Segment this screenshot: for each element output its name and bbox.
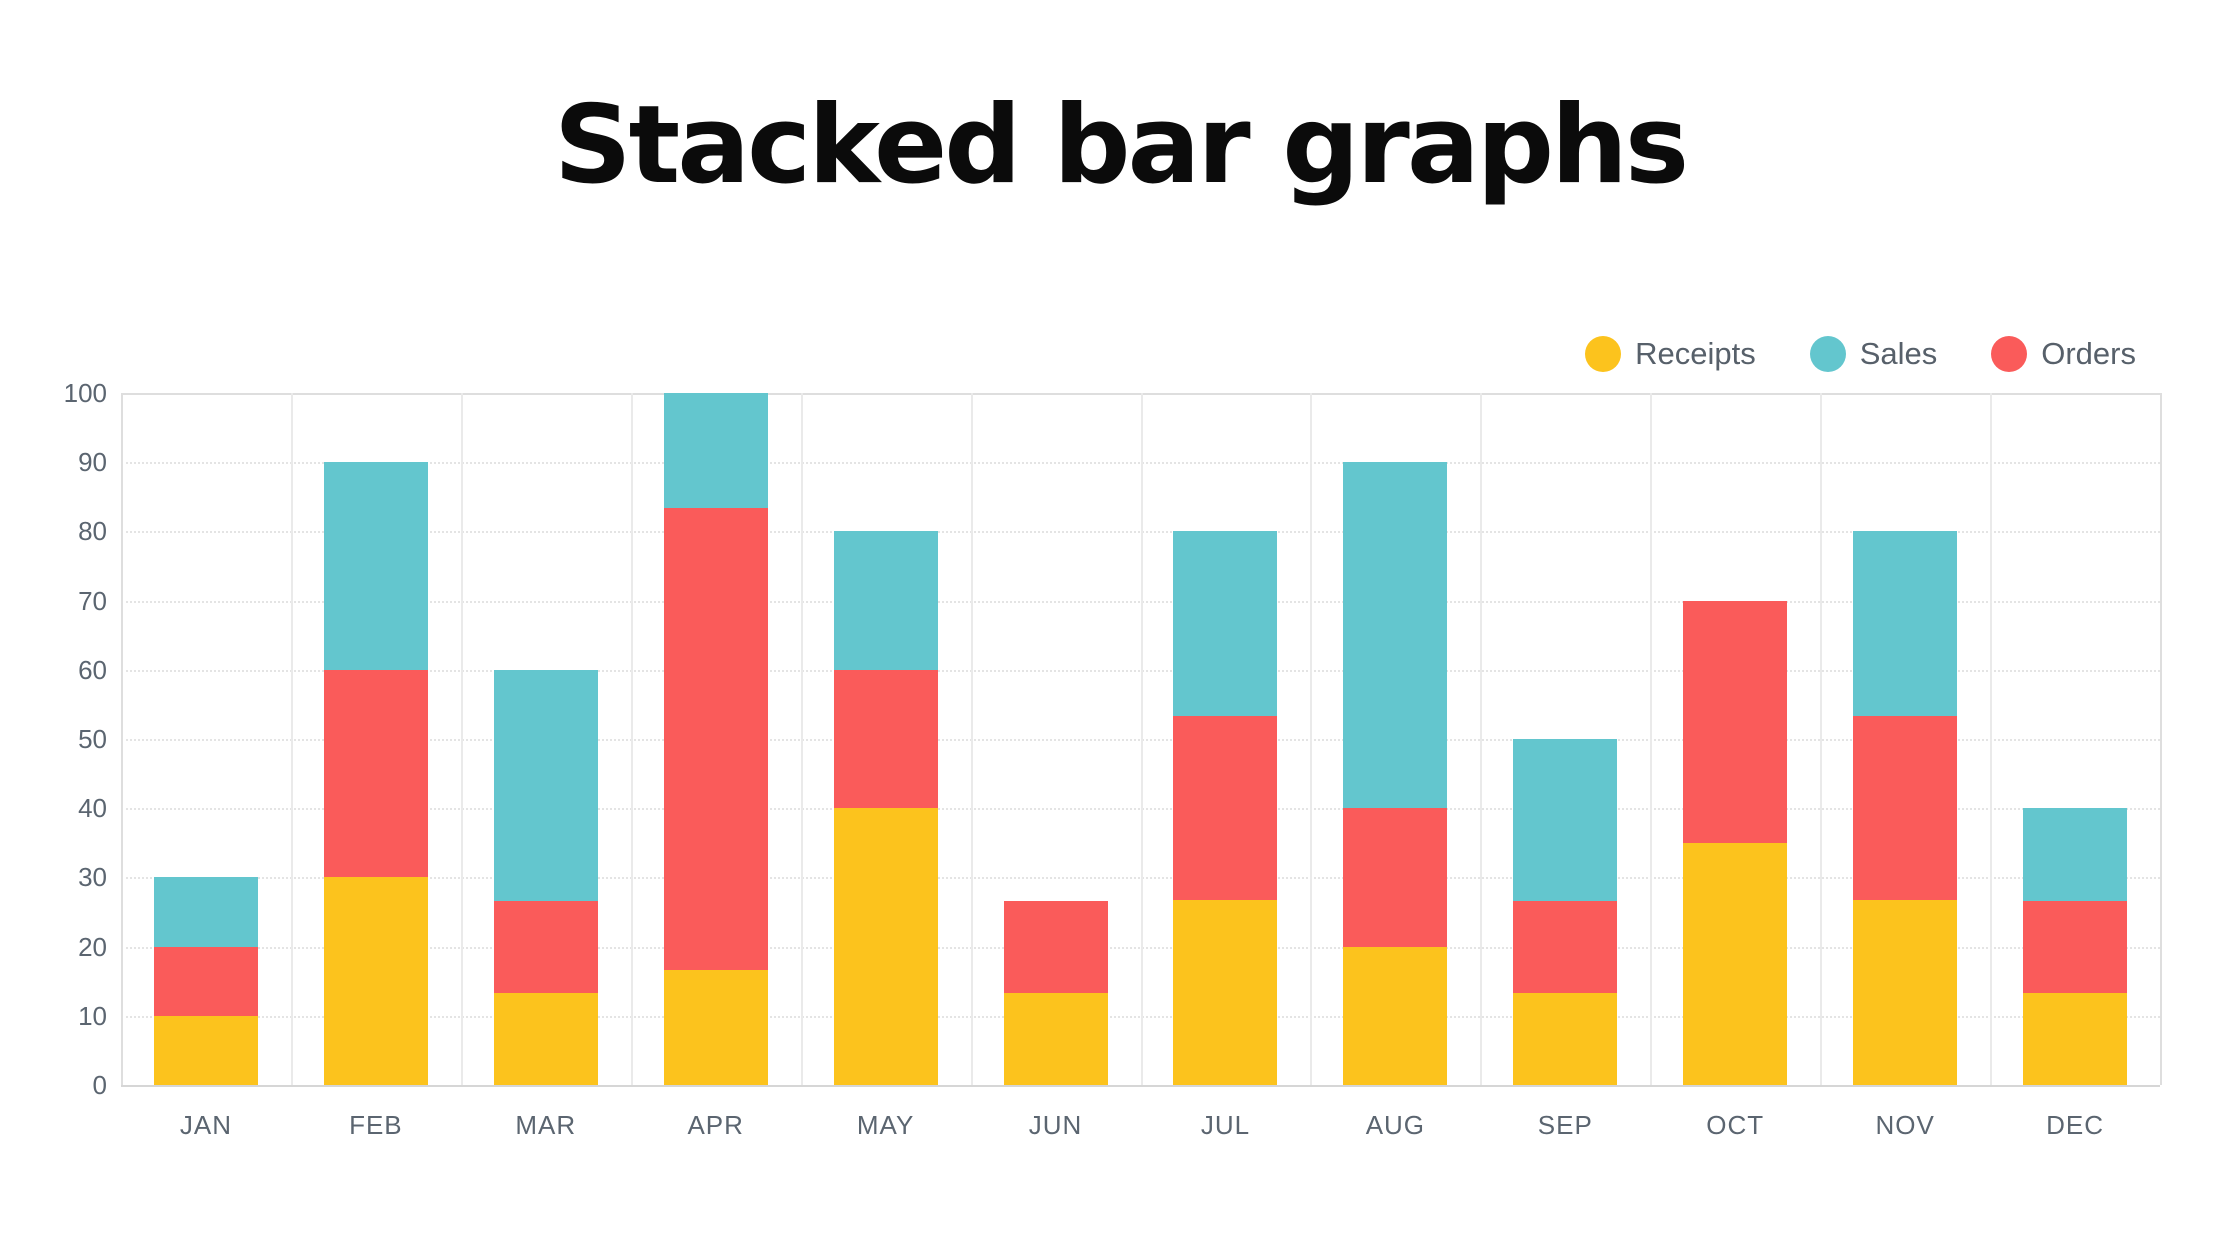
- column-separator-11: [1990, 393, 1993, 1085]
- bar-segment-oct-orders[interactable]: [1683, 600, 1788, 843]
- x-label-oct: OCT: [1706, 1110, 1765, 1140]
- column-separator-0: [121, 393, 123, 1085]
- column-separator-2: [460, 393, 463, 1085]
- bar-segment-dec-sales[interactable]: [2023, 808, 2128, 901]
- legend: Receipts Sales Orders: [1585, 336, 2136, 372]
- x-label-mar: MAR: [515, 1110, 577, 1140]
- bar-may: [833, 393, 938, 1085]
- bar-segment-jan-sales[interactable]: [153, 877, 258, 947]
- y-tick-label-60: 60: [78, 654, 107, 685]
- x-label-sep: SEP: [1537, 1110, 1593, 1140]
- legend-label-orders: Orders: [2041, 336, 2136, 371]
- column-separator-10: [1820, 393, 1823, 1085]
- bar-sep: [1513, 393, 1618, 1085]
- column-separator-5: [970, 393, 973, 1085]
- bar-segment-apr-sales[interactable]: [663, 392, 768, 509]
- plot-area: [121, 392, 2162, 1087]
- bar-jul: [1173, 393, 1278, 1085]
- y-tick-label-30: 30: [78, 862, 107, 893]
- bar-dec: [2023, 393, 2128, 1085]
- legend-swatch-orders-circle-icon: [1991, 336, 2028, 372]
- bar-segment-dec-orders[interactable]: [2023, 900, 2128, 993]
- bar-segment-mar-sales[interactable]: [493, 669, 598, 901]
- legend-swatch-receipts-circle-icon: [1585, 336, 1622, 372]
- bar-segment-sep-sales[interactable]: [1513, 739, 1618, 901]
- bar-segment-nov-orders[interactable]: [1853, 715, 1958, 901]
- bar-segment-may-orders[interactable]: [833, 669, 938, 809]
- bar-segment-may-sales[interactable]: [833, 531, 938, 670]
- x-label-apr: APR: [687, 1110, 744, 1140]
- column-separator-6: [1140, 393, 1143, 1085]
- legend-swatch-sales-circle-icon: [1809, 336, 1846, 372]
- column-separator-1: [290, 393, 293, 1085]
- y-tick-label-10: 10: [78, 1000, 107, 1031]
- bar-segment-apr-orders[interactable]: [663, 508, 768, 970]
- bar-segment-feb-sales[interactable]: [323, 462, 428, 670]
- bar-segment-feb-orders[interactable]: [323, 669, 428, 878]
- bar-segment-mar-orders[interactable]: [493, 900, 598, 993]
- chart-title: Stacked bar graphs: [553, 83, 1689, 208]
- bar-segment-jun-receipts[interactable]: [1003, 992, 1108, 1085]
- bar-feb: [323, 393, 428, 1085]
- y-tick-label-70: 70: [78, 585, 107, 616]
- y-tick-label-50: 50: [78, 724, 107, 754]
- x-label-jan: JAN: [179, 1110, 233, 1140]
- bar-segment-jul-sales[interactable]: [1173, 531, 1278, 716]
- bar-segment-nov-sales[interactable]: [1853, 531, 1958, 716]
- y-tick-label-0: 0: [92, 1070, 107, 1100]
- bar-segment-jan-receipts[interactable]: [153, 1015, 258, 1085]
- bar-jun: [1003, 393, 1108, 1085]
- legend-label-receipts: Receipts: [1635, 336, 1756, 371]
- y-tick-label-90: 90: [78, 447, 107, 478]
- bar-segment-oct-receipts[interactable]: [1683, 842, 1788, 1085]
- legend-label-sales: Sales: [1859, 336, 1938, 371]
- column-separator-7: [1310, 393, 1313, 1085]
- gridline-y-0: [121, 1085, 2160, 1087]
- bar-segment-jul-receipts[interactable]: [1173, 900, 1278, 1085]
- legend-item-orders[interactable]: Orders: [1991, 336, 2136, 372]
- legend-item-receipts[interactable]: Receipts: [1585, 336, 1756, 372]
- bar-segment-jun-orders[interactable]: [1003, 900, 1108, 993]
- y-tick-label-40: 40: [78, 793, 107, 824]
- bar-jan: [153, 393, 258, 1085]
- x-label-jul: JUL: [1200, 1110, 1251, 1140]
- column-separator-8: [1480, 393, 1483, 1085]
- bar-nov: [1853, 393, 1958, 1085]
- bar-segment-aug-orders[interactable]: [1343, 808, 1448, 947]
- bar-aug: [1343, 393, 1448, 1085]
- bar-apr: [663, 392, 768, 1085]
- column-separator-9: [1650, 393, 1653, 1085]
- bar-segment-jul-orders[interactable]: [1173, 715, 1278, 901]
- column-separator-4: [800, 393, 803, 1085]
- x-label-may: MAY: [856, 1110, 915, 1140]
- bar-mar: [493, 393, 598, 1085]
- bar-segment-may-receipts[interactable]: [833, 808, 938, 1085]
- x-label-feb: FEB: [349, 1110, 403, 1140]
- legend-item-sales[interactable]: Sales: [1809, 336, 1938, 372]
- x-label-nov: NOV: [1875, 1110, 1935, 1140]
- y-tick-label-20: 20: [78, 931, 107, 962]
- bar-segment-sep-receipts[interactable]: [1513, 992, 1618, 1085]
- bar-segment-dec-receipts[interactable]: [2023, 992, 2128, 1085]
- x-label-jun: JUN: [1028, 1110, 1083, 1140]
- bar-segment-feb-receipts[interactable]: [323, 877, 428, 1085]
- bar-oct: [1683, 393, 1788, 1085]
- x-label-aug: AUG: [1365, 1110, 1426, 1140]
- y-tick-label-80: 80: [78, 516, 107, 547]
- bar-segment-aug-receipts[interactable]: [1343, 946, 1448, 1085]
- y-tick-label-100: 100: [63, 378, 107, 408]
- bar-segment-jan-orders[interactable]: [153, 946, 258, 1016]
- bar-segment-sep-orders[interactable]: [1513, 900, 1618, 993]
- column-separator-3: [630, 393, 633, 1085]
- bar-segment-aug-sales[interactable]: [1343, 462, 1448, 809]
- bar-segment-apr-receipts[interactable]: [663, 969, 768, 1085]
- x-label-dec: DEC: [2046, 1110, 2104, 1140]
- bar-segment-nov-receipts[interactable]: [1853, 900, 1958, 1085]
- bar-segment-mar-receipts[interactable]: [493, 992, 598, 1085]
- column-separator-12: [2160, 393, 2162, 1085]
